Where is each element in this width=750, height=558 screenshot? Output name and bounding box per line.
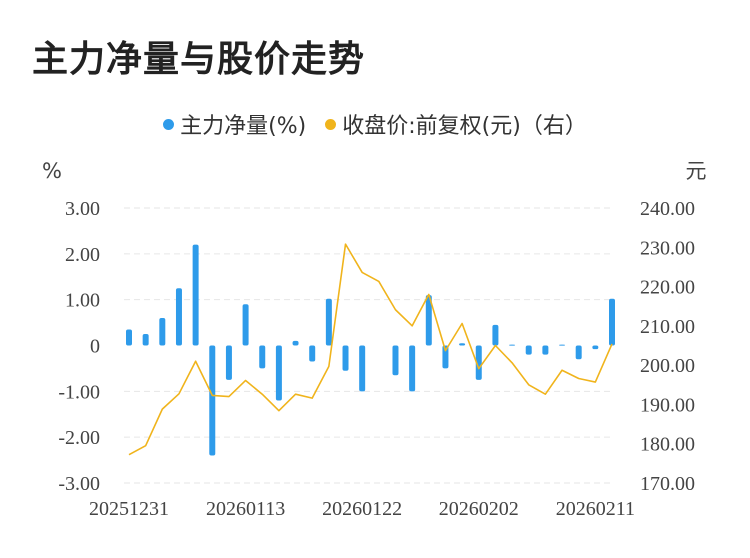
bar	[509, 344, 516, 346]
grid-layer	[124, 207, 614, 484]
right-tick-label: 190.00	[640, 394, 695, 416]
bar	[492, 324, 499, 346]
bar	[225, 345, 232, 380]
legend-item-line[interactable]: 收盘价:前复权(元)（右）	[325, 108, 587, 140]
bar	[192, 244, 199, 346]
left-tick-label: 1.00	[65, 290, 100, 312]
bar	[425, 295, 432, 346]
legend-line-label: 收盘价:前复权(元)（右）	[342, 114, 587, 139]
left-tick-label: 2.00	[65, 244, 100, 266]
bar	[292, 340, 299, 346]
bar	[325, 298, 332, 346]
left-tick-label: -1.00	[58, 381, 100, 403]
bar	[442, 345, 449, 369]
x-tick-label: 20251231	[89, 498, 169, 520]
bar	[159, 318, 166, 346]
bar	[475, 345, 482, 380]
bar	[459, 343, 466, 346]
bar	[592, 345, 599, 350]
bar	[409, 345, 416, 392]
right-tick-label: 180.00	[640, 434, 695, 456]
bar	[542, 345, 549, 355]
bar	[142, 334, 149, 346]
legend-line-marker	[325, 118, 337, 130]
left-axis-unit: %	[42, 159, 62, 183]
x-tick-label: 20260211	[556, 498, 635, 520]
right-tick-label: 200.00	[640, 355, 695, 377]
bar	[525, 345, 532, 355]
left-tick-label: -2.00	[58, 427, 100, 449]
right-tick-label: 230.00	[640, 237, 695, 259]
left-tick-label: 3.00	[65, 198, 100, 220]
right-tick-label: 220.00	[640, 277, 695, 299]
right-axis-unit: 元	[686, 159, 707, 183]
bar	[342, 345, 349, 371]
bar	[575, 345, 582, 360]
bar	[559, 344, 566, 346]
bar	[392, 345, 399, 376]
x-tick-label: 20260113	[206, 498, 285, 520]
legend-item-bar[interactable]: 主力净量(%)	[163, 108, 306, 140]
x-tick-label: 20260202	[439, 498, 519, 520]
bar	[175, 288, 182, 346]
bar	[275, 345, 282, 401]
legend-bar-label: 主力净量(%)	[180, 114, 307, 139]
right-tick-label: 210.00	[640, 316, 695, 338]
bar	[126, 329, 132, 346]
bar	[309, 345, 316, 362]
bar	[609, 298, 615, 346]
legend-bar-marker	[163, 118, 175, 130]
right-tick-label: 240.00	[640, 198, 695, 220]
bar-series	[126, 244, 615, 456]
line-series	[128, 243, 613, 456]
chart-title: 主力净量与股价走势	[32, 39, 366, 80]
right-tick-label: 170.00	[640, 473, 695, 495]
price-line	[128, 243, 613, 456]
legend: 主力净量(%) 收盘价:前复权(元)（右）	[0, 108, 750, 140]
bar	[259, 345, 266, 369]
bar	[209, 345, 216, 456]
bar	[359, 345, 366, 392]
left-tick-label: 0	[90, 336, 100, 358]
bar	[242, 304, 249, 346]
axis-layer: 3.00 2.00 1.00 0 -1.00 -2.00 -3.00 240.00 230.00…	[42, 159, 706, 520]
left-tick-label: -3.00	[58, 473, 100, 495]
x-tick-label: 20260122	[322, 498, 402, 520]
